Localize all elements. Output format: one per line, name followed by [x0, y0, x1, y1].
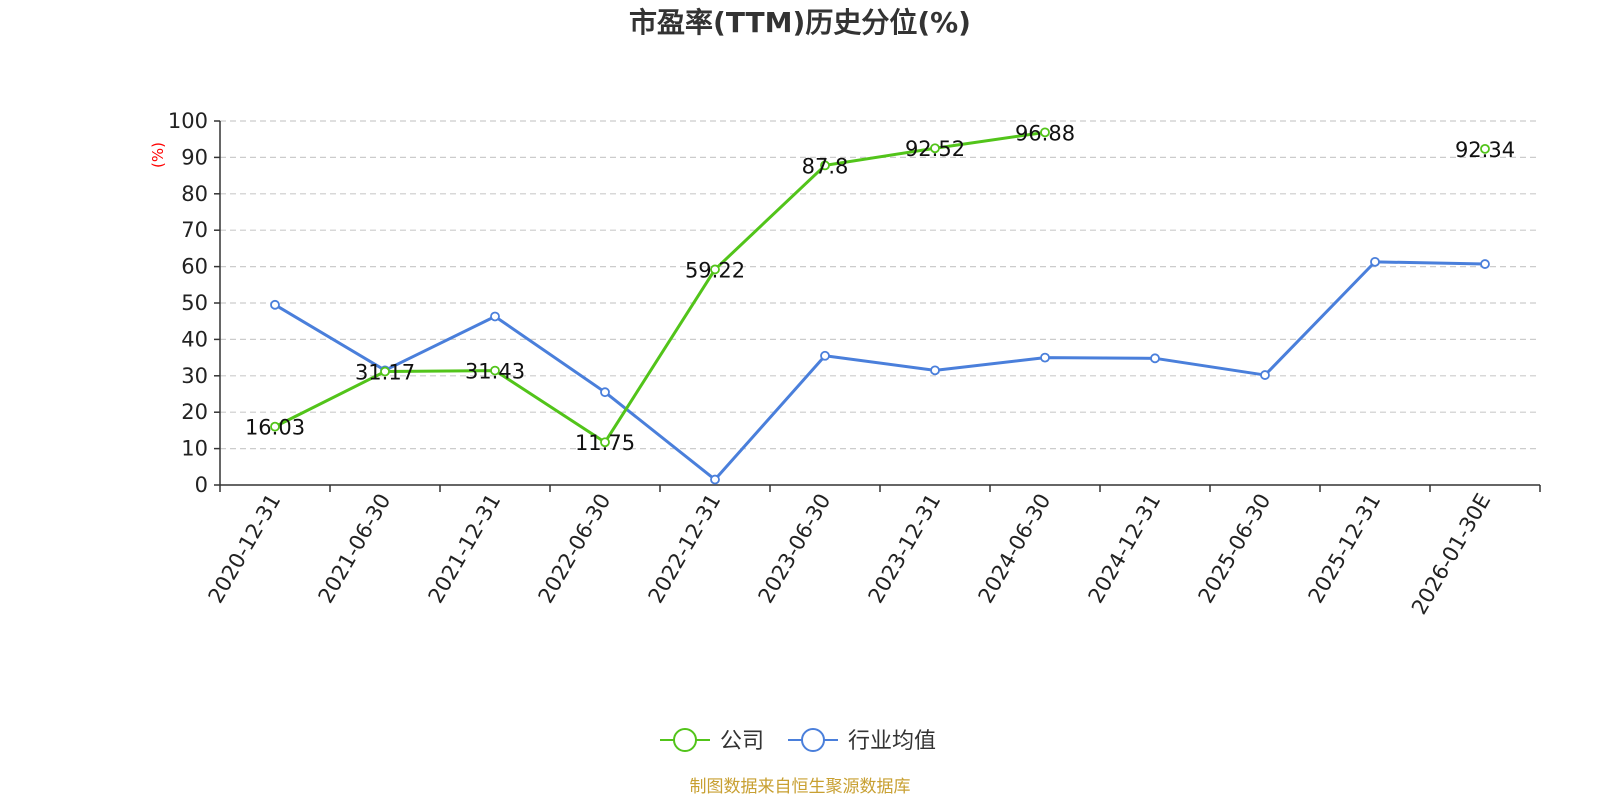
y-tick-label: 20 [181, 400, 208, 424]
data-label-company: 92.34 [1455, 138, 1515, 162]
y-tick-label: 0 [195, 473, 208, 497]
x-tick-label: 2025-06-30 [1194, 490, 1276, 608]
data-label-company: 31.17 [355, 361, 415, 385]
data-point-company [1040, 127, 1050, 138]
data-point-industry-average [1040, 352, 1050, 363]
data-point-company [600, 437, 610, 448]
data-point-industry-average [710, 474, 720, 485]
data-point-industry-average [1260, 370, 1270, 380]
y-axis-unit-label: (%) [149, 142, 167, 168]
data-label-company: 11.75 [575, 431, 635, 455]
data-labels: 16.03 31.17 31.43 11.75 59.22 87.8 92.52 96.88 9… [245, 121, 1515, 455]
x-tick-label: 2021-06-30 [314, 490, 396, 608]
data-point-industry-average [930, 365, 940, 376]
x-tick-label: 2023-12-31 [864, 490, 946, 608]
data-point-industry-average [270, 299, 280, 310]
x-tick-label: 2020-12-31 [204, 490, 286, 608]
legend-item-company[interactable]: 公司 [660, 728, 764, 754]
legend-item-industry-average[interactable]: 行业均值 [788, 728, 936, 754]
data-point-company [270, 421, 280, 432]
series-line-industry-average [274, 260, 1486, 482]
legend-label-industry-average: 行业均值 [848, 729, 936, 754]
x-tick-label: 2026-01-30E [1407, 490, 1495, 619]
data-point-industry-average [1370, 256, 1380, 267]
x-tick-label: 2024-06-30 [974, 490, 1056, 608]
data-label-company: 87.8 [802, 154, 849, 178]
data-label-company: 16.03 [245, 416, 305, 440]
chart-title: 市盈率(TTM)历史分位(%) [629, 6, 971, 39]
data-point-company [490, 365, 500, 376]
series-points [270, 127, 1490, 485]
y-tick-label: 30 [181, 364, 208, 388]
x-tick-label: 2023-06-30 [754, 490, 836, 608]
data-source-note: 制图数据来自恒生聚源数据库 [690, 777, 911, 797]
y-tick-label: 80 [181, 182, 208, 206]
y-tick-label: 100 [168, 109, 208, 133]
legend: 公司 行业均值 [660, 728, 936, 754]
data-label-company: 59.22 [685, 258, 745, 282]
legend-marker-company [673, 728, 697, 752]
grid-lines [220, 120, 1540, 450]
x-tick-label: 2024-12-31 [1084, 490, 1166, 608]
legend-label-company: 公司 [720, 729, 764, 754]
data-point-company [930, 143, 940, 154]
data-label-company: 92.52 [905, 137, 965, 161]
data-point-company [710, 264, 720, 275]
series-line-company [274, 130, 1046, 444]
y-tick-label: 50 [181, 291, 208, 315]
x-tick-label: 2022-06-30 [534, 490, 616, 608]
data-point-industry-average [820, 350, 830, 361]
data-point-industry-average [1150, 353, 1160, 364]
x-tick-labels: 2020-12-31 2021-06-30 2021-12-31 2022-06-30… [204, 490, 1496, 619]
y-tick-labels: 0 10 20 30 40 50 60 70 80 90 100 [168, 109, 208, 497]
y-tick-label: 10 [181, 437, 208, 461]
y-tick-label: 70 [181, 218, 208, 242]
data-point-company [380, 366, 390, 377]
x-tick-label: 2021-12-31 [424, 490, 506, 608]
x-tick-label: 2022-12-31 [644, 490, 726, 608]
y-tick-label: 40 [181, 327, 208, 351]
y-tick-label: 90 [181, 145, 208, 169]
data-label-company: 31.43 [465, 360, 525, 384]
data-point-industry-average [490, 311, 500, 322]
x-tick-label: 2025-12-31 [1304, 490, 1386, 608]
data-point-company [820, 160, 830, 171]
data-point-industry-average [600, 387, 610, 398]
axes [214, 120, 1541, 492]
y-tick-label: 60 [181, 255, 208, 279]
data-label-company: 96.88 [1015, 121, 1075, 145]
series-lines [274, 130, 1486, 482]
data-point-industry-average [1480, 259, 1490, 269]
legend-marker-industry-average [801, 728, 825, 752]
data-point-company [1480, 143, 1490, 154]
